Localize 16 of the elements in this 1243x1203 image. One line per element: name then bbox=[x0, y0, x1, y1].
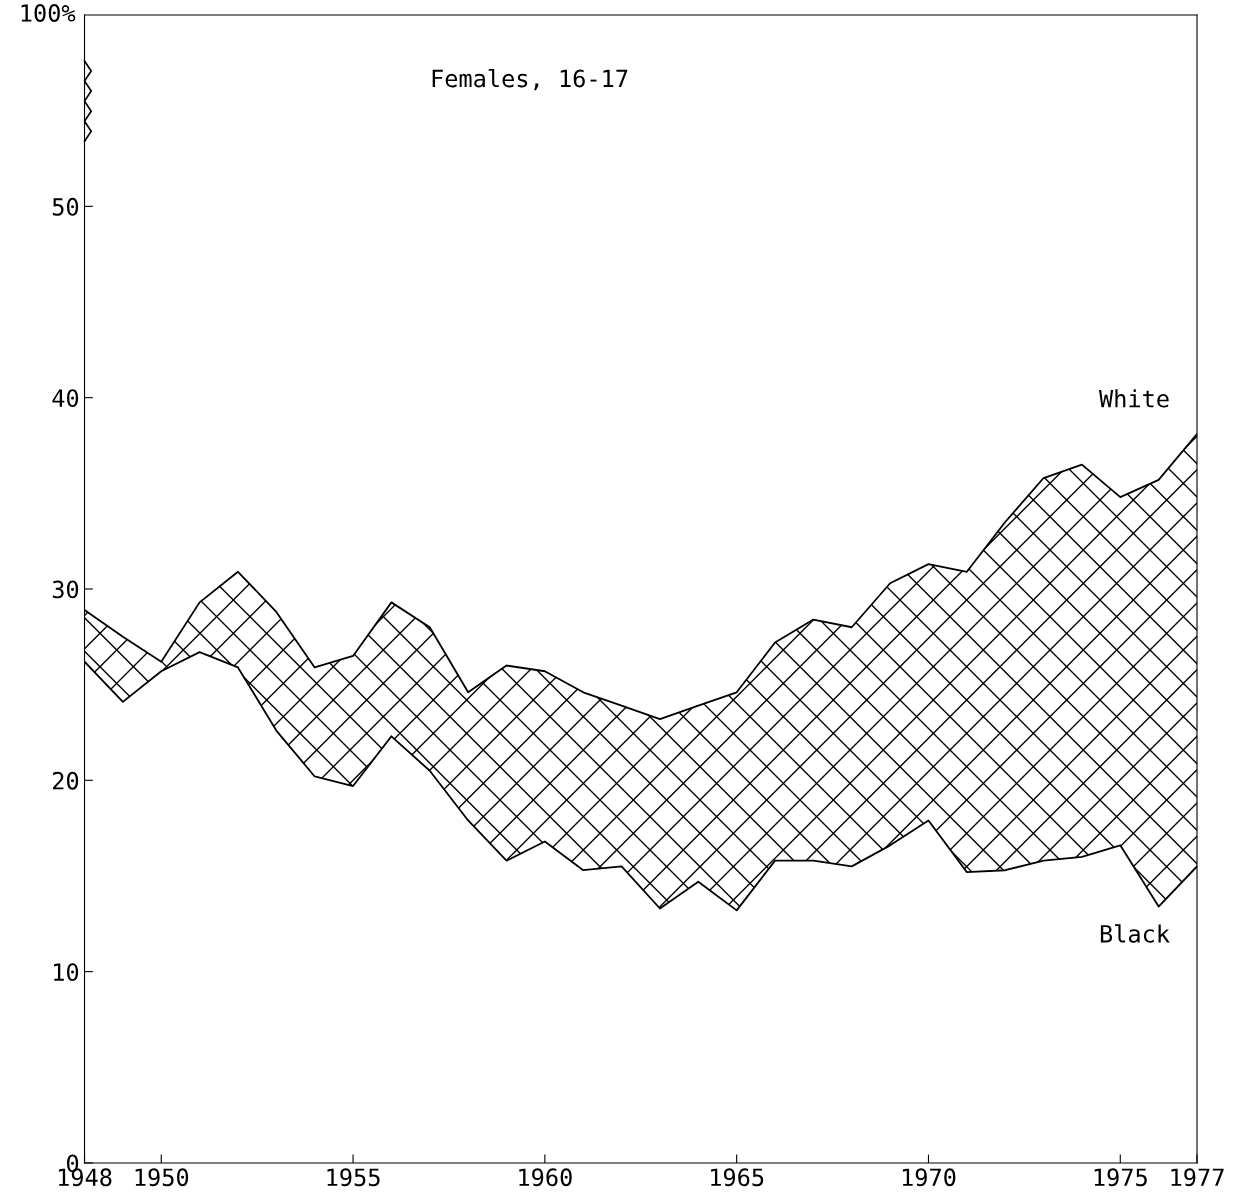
x-tick-label: 1950 bbox=[135, 1168, 189, 1187]
x-tick-label: 1960 bbox=[519, 1168, 572, 1187]
y-tick-label: 40 bbox=[52, 389, 79, 408]
y-tick-label: 10 bbox=[54, 963, 79, 981]
y-tick-label: 20 bbox=[52, 771, 79, 790]
y-tick-label: 30 bbox=[52, 580, 79, 599]
x-tick-label: 1970 bbox=[902, 1168, 956, 1187]
text: 100% bbox=[21, 4, 76, 22]
y-tick-label: 50 bbox=[52, 197, 79, 216]
series-label: White bbox=[1098, 389, 1169, 408]
x-tick-label: 1977 bbox=[1171, 1168, 1224, 1187]
series-label: Black bbox=[1100, 924, 1170, 943]
x-tick-label: 1975 bbox=[1094, 1168, 1147, 1187]
x-tick-label: 1955 bbox=[327, 1168, 380, 1187]
text: Females, 16-17 bbox=[432, 68, 628, 91]
x-tick-label: 1965 bbox=[711, 1168, 764, 1187]
